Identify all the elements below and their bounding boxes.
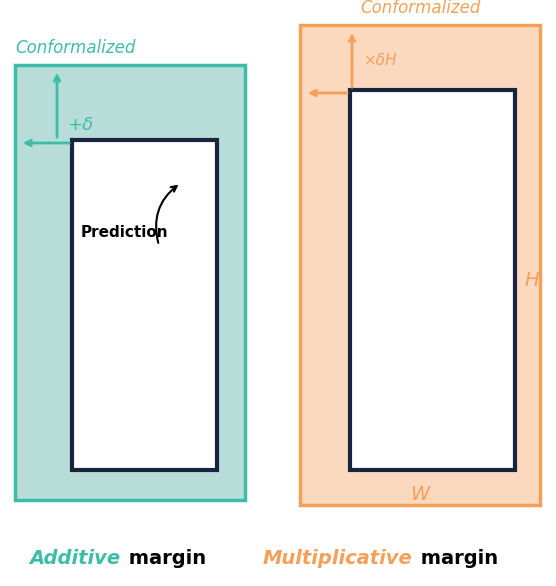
Text: Additive: Additive	[29, 548, 120, 567]
Text: W: W	[410, 485, 430, 505]
Text: ×δH: ×δH	[364, 53, 398, 68]
Bar	[72, 140, 217, 470]
Text: +δ: +δ	[67, 116, 93, 134]
Text: H: H	[525, 271, 539, 289]
Text: Multiplicative: Multiplicative	[262, 548, 412, 567]
Text: Prediction: Prediction	[81, 225, 168, 240]
Bar	[15, 65, 245, 500]
Bar	[350, 90, 515, 470]
Text: margin: margin	[122, 548, 206, 567]
Text: margin: margin	[414, 548, 498, 567]
Text: Conformalized: Conformalized	[15, 39, 135, 57]
Bar	[300, 25, 540, 505]
Text: Conformalized: Conformalized	[360, 0, 480, 17]
